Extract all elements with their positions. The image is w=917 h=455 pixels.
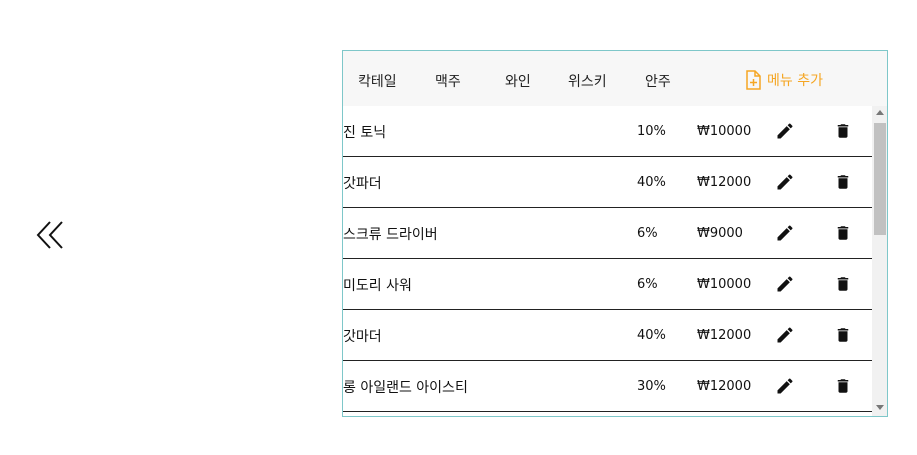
menu-abv: 40% bbox=[637, 175, 666, 190]
pencil-icon[interactable] bbox=[775, 274, 795, 294]
menu-row: 갓마더 40% ₩12000 bbox=[343, 310, 872, 361]
trash-icon[interactable] bbox=[834, 274, 852, 294]
trash-icon[interactable] bbox=[834, 121, 852, 141]
menu-panel: 칵테일 맥주 와인 위스키 안주 메뉴 추가 진 토닉 10% ₩10000 갓… bbox=[342, 50, 888, 417]
scrollbar-thumb[interactable] bbox=[874, 123, 886, 235]
pencil-icon[interactable] bbox=[775, 325, 795, 345]
menu-abv: 6% bbox=[637, 277, 658, 292]
trash-icon[interactable] bbox=[834, 172, 852, 192]
back-button[interactable] bbox=[34, 218, 68, 252]
menu-row: 진 토닉 10% ₩10000 bbox=[343, 106, 872, 157]
menu-price: ₩12000 bbox=[697, 328, 752, 343]
scrollbar[interactable] bbox=[872, 106, 887, 416]
menu-name: 갓마더 bbox=[343, 329, 382, 345]
tab-snacks[interactable]: 안주 bbox=[645, 74, 671, 90]
menu-row: 갓파더 40% ₩12000 bbox=[343, 157, 872, 208]
trash-icon[interactable] bbox=[834, 325, 852, 345]
tab-whisky[interactable]: 위스키 bbox=[568, 74, 607, 90]
menu-abv: 10% bbox=[637, 124, 666, 139]
menu-row: 스크류 드라이버 6% ₩9000 bbox=[343, 208, 872, 259]
menu-name: 스크류 드라이버 bbox=[343, 227, 438, 243]
tab-wine[interactable]: 와인 bbox=[505, 74, 531, 90]
pencil-icon[interactable] bbox=[775, 376, 795, 396]
menu-name: 진 토닉 bbox=[343, 125, 387, 141]
pencil-icon[interactable] bbox=[775, 121, 795, 141]
tab-cocktail[interactable]: 칵테일 bbox=[358, 74, 397, 90]
scroll-up-arrow-icon[interactable] bbox=[876, 110, 884, 115]
scroll-down-arrow-icon[interactable] bbox=[876, 405, 884, 410]
menu-name: 미도리 사워 bbox=[343, 278, 412, 294]
menu-price: ₩9000 bbox=[697, 226, 743, 241]
menu-row: 롱 아일랜드 아이스티 30% ₩12000 bbox=[343, 361, 872, 412]
menu-row: 미도리 사워 6% ₩10000 bbox=[343, 259, 872, 310]
add-menu-label: 메뉴 추가 bbox=[767, 73, 823, 89]
menu-price: ₩12000 bbox=[697, 379, 752, 394]
menu-abv: 30% bbox=[637, 379, 666, 394]
double-chevron-left-icon bbox=[36, 221, 63, 249]
menu-name: 갓파더 bbox=[343, 176, 382, 192]
category-tabs: 칵테일 맥주 와인 위스키 안주 메뉴 추가 bbox=[343, 51, 887, 106]
menu-name: 롱 아일랜드 아이스티 bbox=[343, 380, 468, 396]
menu-price: ₩10000 bbox=[697, 277, 752, 292]
menu-abv: 6% bbox=[637, 226, 658, 241]
menu-abv: 40% bbox=[637, 328, 666, 343]
pencil-icon[interactable] bbox=[775, 172, 795, 192]
pencil-icon[interactable] bbox=[775, 223, 795, 243]
trash-icon[interactable] bbox=[834, 223, 852, 243]
menu-list: 진 토닉 10% ₩10000 갓파더 40% ₩12000 스크류 드라이버 … bbox=[343, 106, 872, 416]
add-menu-button[interactable]: 메뉴 추가 bbox=[745, 70, 823, 90]
file-plus-icon bbox=[746, 70, 761, 90]
menu-price: ₩12000 bbox=[697, 175, 752, 190]
menu-price: ₩10000 bbox=[697, 124, 752, 139]
trash-icon[interactable] bbox=[834, 376, 852, 396]
menu-row bbox=[343, 412, 872, 416]
tab-beer[interactable]: 맥주 bbox=[435, 74, 461, 90]
